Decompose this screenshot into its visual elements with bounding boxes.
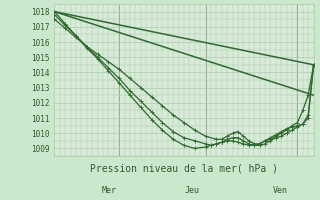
Text: Ven: Ven [273, 186, 287, 195]
Text: Mer: Mer [102, 186, 117, 195]
Text: Jeu: Jeu [185, 186, 200, 195]
X-axis label: Pression niveau de la mer( hPa ): Pression niveau de la mer( hPa ) [90, 164, 278, 174]
